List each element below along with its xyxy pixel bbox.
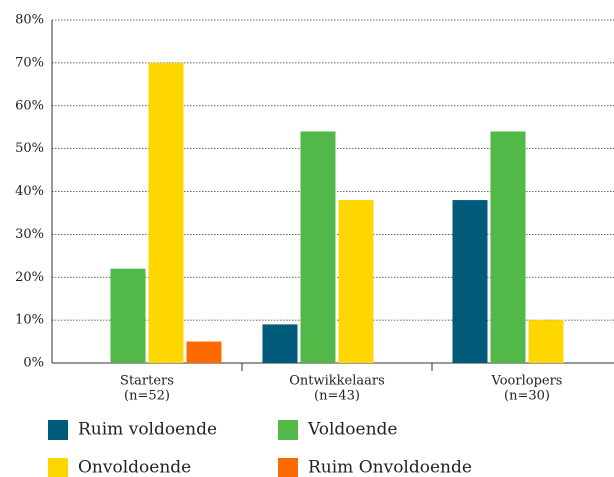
bar <box>110 268 146 363</box>
legend-label: Onvoldoende <box>78 458 191 477</box>
bar <box>528 320 564 363</box>
y-tick-label: 0% <box>23 356 44 371</box>
y-tick-label: 30% <box>15 227 44 242</box>
legend-swatch <box>278 458 298 477</box>
x-tick-note: (n=43) <box>314 389 360 404</box>
y-tick-label: 70% <box>15 55 44 70</box>
bar <box>452 200 488 363</box>
bar <box>300 131 336 363</box>
y-tick-label: 10% <box>15 313 44 328</box>
legend-swatch <box>48 458 68 477</box>
y-tick-label: 60% <box>15 98 44 113</box>
legend-label: Ruim Onvoldoende <box>308 458 472 477</box>
x-tick-label: Voorlopers <box>491 374 563 389</box>
bar <box>262 324 298 363</box>
y-tick-label: 20% <box>15 270 44 285</box>
y-tick-label: 50% <box>15 141 44 156</box>
y-tick-label: 80% <box>15 13 44 28</box>
legend-swatch <box>48 420 68 440</box>
x-tick-label: Ontwikkelaars <box>289 374 385 389</box>
x-tick-note: (n=52) <box>124 389 170 404</box>
legend-swatch <box>278 420 298 440</box>
x-tick-label: Starters <box>120 374 174 389</box>
bar <box>186 341 222 363</box>
bar <box>338 200 374 363</box>
y-tick-label: 40% <box>15 184 44 199</box>
bar <box>148 62 184 363</box>
x-tick-note: (n=30) <box>504 389 550 404</box>
legend-label: Voldoende <box>307 420 397 440</box>
bar <box>490 131 526 363</box>
legend-label: Ruim voldoende <box>78 420 217 440</box>
